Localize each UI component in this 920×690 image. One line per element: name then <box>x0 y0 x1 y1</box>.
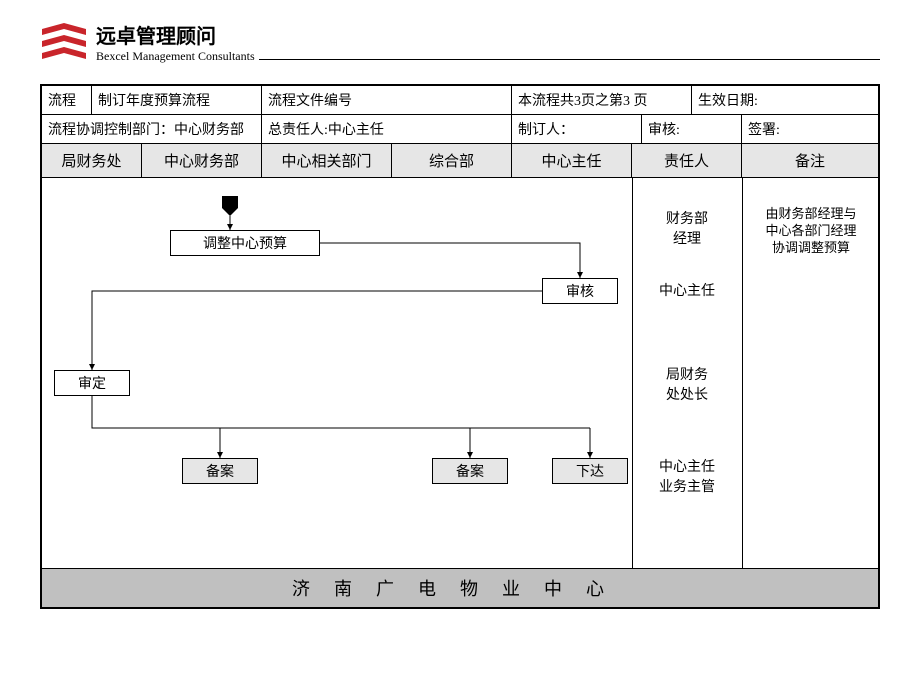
ir2-c4: 审核: <box>642 115 742 143</box>
node-review: 审核 <box>542 278 618 304</box>
header-rule <box>259 38 880 60</box>
resp-2: 中心主任 <box>637 280 737 300</box>
ir2-c5: 签署: <box>742 115 878 143</box>
col-h3: 中心相关部门 <box>262 144 392 177</box>
node-file1: 备案 <box>182 458 258 484</box>
resp-2-l1: 中心主任 <box>637 280 737 300</box>
resp-3-l2: 处处长 <box>637 384 737 404</box>
lane-border-6 <box>742 178 743 568</box>
resp-1: 财务部 经理 <box>637 208 737 248</box>
ir1-c4: 本流程共3页之第3 页 <box>512 86 692 114</box>
col-h4: 综合部 <box>392 144 512 177</box>
resp-4-l2: 业务主管 <box>637 476 737 496</box>
resp-4: 中心主任 业务主管 <box>637 456 737 496</box>
resp-3: 局财务 处处长 <box>637 364 737 404</box>
resp-3-l1: 局财务 <box>637 364 737 384</box>
note-1: 由财务部经理与 中心各部门经理 协调调整预算 <box>756 206 866 257</box>
resp-1-l1: 财务部 <box>637 208 737 228</box>
lane-border-5 <box>632 178 633 568</box>
ir1-c5: 生效日期: <box>692 86 878 114</box>
node-issue: 下达 <box>552 458 628 484</box>
col-h5: 中心主任 <box>512 144 632 177</box>
ir1-c2: 制订年度预算流程 <box>92 86 262 114</box>
ir1-c3: 流程文件编号 <box>262 86 512 114</box>
logo-icon <box>40 23 88 61</box>
page: 远卓管理顾问 Bexcel Management Consultants 流程 … <box>40 20 880 609</box>
logo-en: Bexcel Management Consultants <box>96 49 255 64</box>
resp-4-l1: 中心主任 <box>637 456 737 476</box>
logo-text: 远卓管理顾问 Bexcel Management Consultants <box>96 20 255 64</box>
node-adjust: 调整中心预算 <box>170 230 320 256</box>
header-row: 远卓管理顾问 Bexcel Management Consultants <box>40 20 880 64</box>
node-approve: 审定 <box>54 370 130 396</box>
col-h2: 中心财务部 <box>142 144 262 177</box>
note-l3: 协调调整预算 <box>756 240 866 257</box>
main-frame: 流程 制订年度预算流程 流程文件编号 本流程共3页之第3 页 生效日期: 流程协… <box>40 84 880 609</box>
ir2-c2: 总责任人:中心主任 <box>262 115 512 143</box>
col-h6: 责任人 <box>632 144 742 177</box>
column-header-row: 局财务处 中心财务部 中心相关部门 综合部 中心主任 责任人 备注 <box>42 144 878 178</box>
swimlane-body: 调整中心预算 审核 审定 备案 备案 下达 财务部 经理 中心主任 局财务 处处… <box>42 178 878 568</box>
footer-bar: 济南广电物业中心 <box>42 568 878 607</box>
info-row-2: 流程协调控制部门：中心财务部 总责任人:中心主任 制订人： 审核: 签署: <box>42 115 878 144</box>
note-l1: 由财务部经理与 <box>756 206 866 223</box>
col-h7: 备注 <box>742 144 878 177</box>
col-h1: 局财务处 <box>42 144 142 177</box>
info-row-1: 流程 制订年度预算流程 流程文件编号 本流程共3页之第3 页 生效日期: <box>42 86 878 115</box>
logo-cn: 远卓管理顾问 <box>96 20 255 49</box>
note-l2: 中心各部门经理 <box>756 223 866 240</box>
resp-1-l2: 经理 <box>637 228 737 248</box>
node-file2: 备案 <box>432 458 508 484</box>
ir1-c1: 流程 <box>42 86 92 114</box>
ir2-c1: 流程协调控制部门：中心财务部 <box>42 115 262 143</box>
ir2-c3: 制订人： <box>512 115 642 143</box>
